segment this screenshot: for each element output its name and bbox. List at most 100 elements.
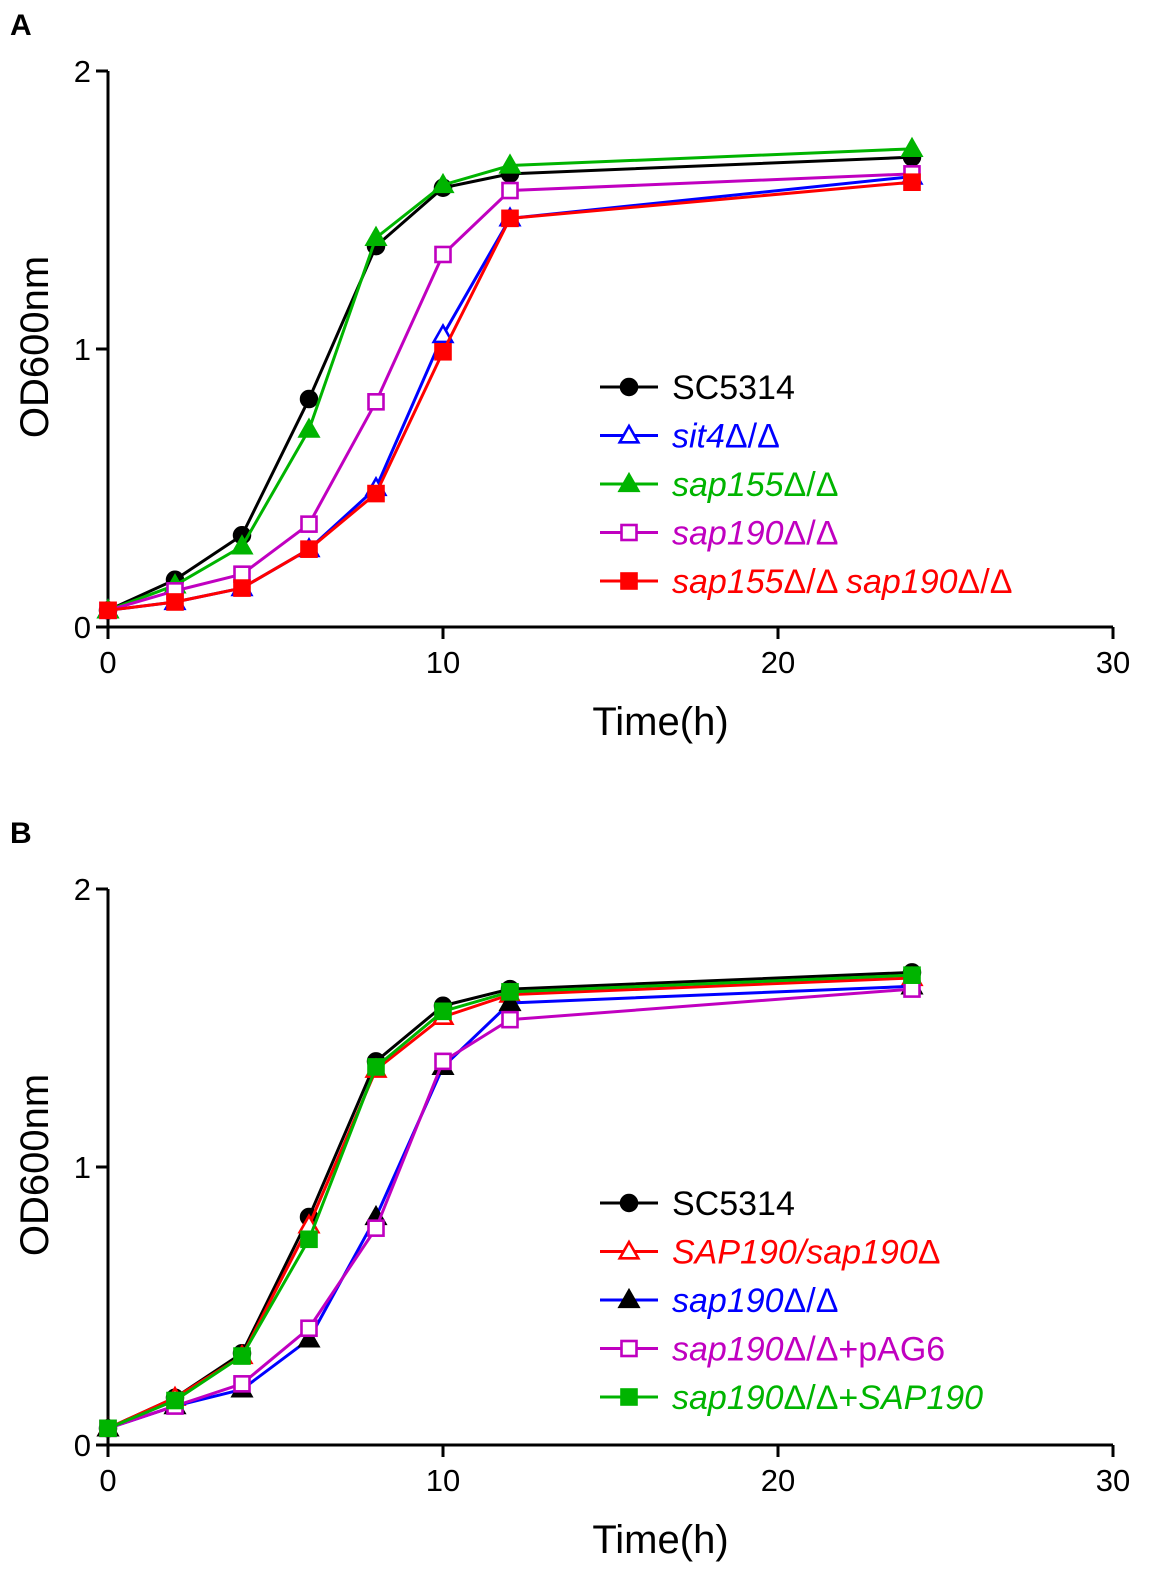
series-line xyxy=(107,172,913,612)
x-tick-label: 20 xyxy=(761,645,795,680)
legend-label: SC5314 xyxy=(672,1185,795,1223)
series-line xyxy=(107,973,913,1430)
y-tick-label: 1 xyxy=(74,1150,91,1185)
legend-label: sap190Δ/Δ xyxy=(672,1282,838,1320)
legend-marker xyxy=(620,1388,638,1406)
data-point xyxy=(299,389,319,409)
legend-marker xyxy=(617,1239,641,1260)
legend-marker xyxy=(619,377,639,397)
data-point xyxy=(434,342,452,361)
data-point xyxy=(99,601,117,620)
data-point xyxy=(501,209,519,228)
data-point xyxy=(498,153,522,174)
series-4 xyxy=(99,980,921,1438)
legend-label: SAP190/sap190Δ xyxy=(672,1234,940,1272)
data-point xyxy=(233,1347,251,1365)
data-point xyxy=(501,1010,519,1029)
data-point xyxy=(903,173,921,191)
legend-label: sap190Δ/Δ+pAG6 xyxy=(672,1331,945,1369)
legend-item: SAP190/sap190Δ xyxy=(600,1234,940,1272)
data-point xyxy=(364,225,388,246)
x-tick-label: 10 xyxy=(426,645,460,680)
series-line xyxy=(107,155,913,612)
y-axis-title: OD600nm xyxy=(13,256,57,438)
y-tick-label: 2 xyxy=(74,872,91,907)
x-tick-label: 10 xyxy=(426,1463,460,1498)
data-point xyxy=(900,136,924,157)
panel-label: B xyxy=(10,817,32,850)
legend-marker xyxy=(617,471,641,493)
data-point xyxy=(367,393,385,411)
series-line xyxy=(107,147,913,612)
legend-label: SC5314 xyxy=(672,369,795,407)
data-point xyxy=(300,515,318,533)
legend-marker xyxy=(617,423,641,444)
series-line xyxy=(107,987,913,1430)
data-point xyxy=(367,484,385,503)
legend-item: sap190Δ/Δ xyxy=(600,1282,838,1320)
data-point xyxy=(233,1375,251,1393)
data-point xyxy=(166,1391,184,1410)
y-tick-label: 0 xyxy=(74,1428,91,1463)
legend-marker xyxy=(617,1287,641,1309)
x-tick-label: 20 xyxy=(761,1463,795,1498)
x-tick-label: 30 xyxy=(1096,1463,1130,1498)
legend-item: sit4Δ/Δ xyxy=(600,418,780,456)
data-point xyxy=(501,181,519,200)
y-tick-label: 2 xyxy=(74,54,91,89)
series-line xyxy=(107,180,913,612)
legend-item: sap190Δ/Δ+SAP190 xyxy=(600,1379,983,1417)
legend-label: sap155Δ/Δ xyxy=(672,466,838,504)
legend-label: sap190Δ/Δ xyxy=(672,515,838,553)
data-point xyxy=(431,172,455,194)
legend-item: SC5314 xyxy=(600,1185,795,1223)
legend-label: sap190Δ/Δ+SAP190 xyxy=(672,1379,983,1417)
legend-marker xyxy=(619,1193,639,1213)
legend-label: sap155Δ/Δ sap190Δ/Δ xyxy=(672,563,1012,601)
data-point xyxy=(501,983,519,1001)
x-tick-label: 0 xyxy=(99,1463,116,1498)
panel-label: A xyxy=(10,9,32,42)
data-point xyxy=(297,417,321,438)
series-line xyxy=(107,976,913,1430)
data-point xyxy=(230,534,254,555)
legend-label: sit4Δ/Δ xyxy=(672,418,780,456)
x-tick-label: 30 xyxy=(1096,645,1130,680)
legend-item: sap155Δ/Δ xyxy=(600,466,838,504)
data-point xyxy=(434,245,452,264)
legend: SC5314 SAP190/sap190Δ sap190Δ/Δ sap190Δ/Δ+p… xyxy=(600,1185,983,1417)
data-point xyxy=(434,1052,452,1071)
data-point xyxy=(300,540,318,558)
y-tick-label: 1 xyxy=(74,332,91,367)
data-point xyxy=(297,1327,321,1348)
data-point xyxy=(99,1419,117,1438)
legend-item: SC5314 xyxy=(600,369,795,407)
legend-item: sap190Δ/Δ xyxy=(600,515,838,553)
series-5 xyxy=(99,966,921,1438)
y-tick-label: 0 xyxy=(74,610,91,645)
x-axis-title: Time(h) xyxy=(592,700,728,744)
y-axis-title: OD600nm xyxy=(13,1074,57,1256)
data-point xyxy=(367,1058,385,1076)
data-point xyxy=(300,1319,318,1338)
x-axis-title: Time(h) xyxy=(592,1518,728,1562)
legend-item: sap155Δ/Δ sap190Δ/Δ xyxy=(600,563,1012,601)
series-5 xyxy=(99,173,921,620)
data-point xyxy=(434,1002,452,1021)
legend: SC5314 sit4Δ/Δ sap155Δ/Δ sap190Δ/Δ sap155Δ/Δ… xyxy=(600,369,1012,601)
data-point xyxy=(367,1219,385,1237)
data-point xyxy=(498,990,522,1012)
legend-marker xyxy=(620,523,638,542)
legend-item: sap190Δ/Δ+pAG6 xyxy=(600,1331,945,1369)
x-tick-label: 0 xyxy=(99,645,116,680)
legend-marker xyxy=(620,1339,638,1358)
data-point xyxy=(431,322,455,344)
data-point xyxy=(300,1230,318,1249)
legend-marker xyxy=(620,572,638,590)
data-point xyxy=(166,593,184,611)
